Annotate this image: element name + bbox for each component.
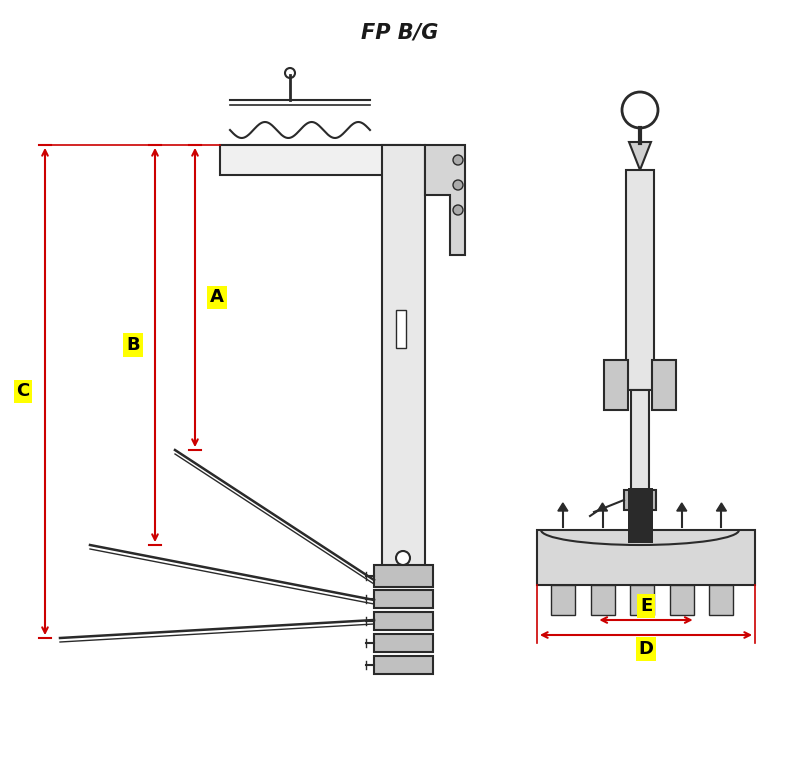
Bar: [537, 530, 755, 585]
Text: D: D: [638, 640, 654, 658]
Polygon shape: [717, 503, 726, 511]
Text: E: E: [640, 597, 652, 615]
Bar: [590, 585, 614, 615]
Bar: [670, 585, 694, 615]
Bar: [631, 390, 649, 500]
Bar: [374, 565, 433, 587]
Circle shape: [285, 68, 295, 78]
Bar: [551, 585, 575, 615]
Bar: [626, 170, 654, 390]
Bar: [652, 360, 676, 410]
Circle shape: [453, 180, 463, 190]
Polygon shape: [558, 503, 568, 511]
Bar: [604, 360, 628, 410]
Bar: [374, 590, 433, 608]
Bar: [382, 145, 425, 580]
Polygon shape: [637, 503, 647, 511]
Bar: [374, 656, 433, 674]
Polygon shape: [629, 142, 651, 170]
Bar: [220, 145, 420, 175]
Circle shape: [396, 551, 410, 565]
Text: C: C: [16, 382, 30, 400]
Bar: [374, 634, 433, 652]
Polygon shape: [598, 503, 607, 511]
Bar: [624, 490, 656, 510]
Text: A: A: [210, 288, 224, 307]
Polygon shape: [677, 503, 686, 511]
Polygon shape: [425, 145, 465, 255]
Circle shape: [453, 155, 463, 165]
Text: FP B/G: FP B/G: [362, 22, 438, 42]
Bar: [396, 310, 406, 348]
Bar: [374, 612, 433, 630]
Text: B: B: [126, 336, 140, 354]
Bar: [630, 585, 654, 615]
Circle shape: [453, 205, 463, 215]
Bar: [710, 585, 734, 615]
